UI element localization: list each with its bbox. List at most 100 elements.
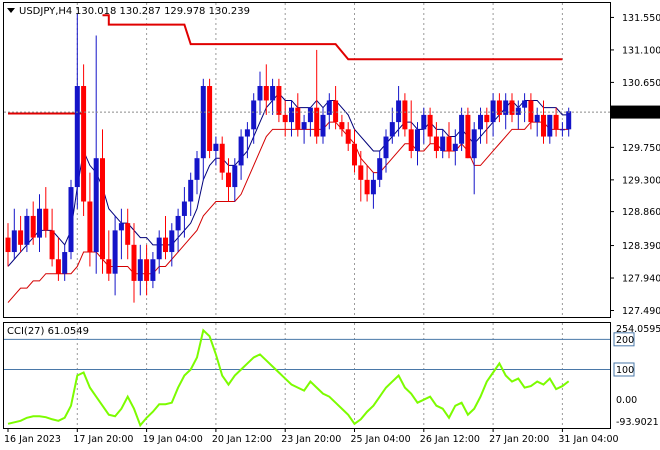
price-tick-label: 131.100 <box>622 45 660 56</box>
candle-body <box>251 100 257 130</box>
time-tick-label: 16 Jan 2023 <box>4 434 61 445</box>
candle-body <box>194 158 200 180</box>
candle-body <box>465 114 471 159</box>
cci-level-badge <box>613 332 635 347</box>
candle-body <box>68 187 74 253</box>
cci-tick-label: 100 <box>616 365 634 376</box>
cci-tick-label: -93.9021 <box>616 417 659 428</box>
price-tick-label: 128.860 <box>622 207 660 218</box>
candle-body <box>484 114 490 123</box>
candle-body <box>503 100 509 115</box>
candle-body <box>169 230 175 253</box>
price-axis: 131.550131.100130.650130.210129.750129.3… <box>610 13 660 317</box>
candle-body <box>452 143 458 151</box>
candle-body <box>200 86 206 159</box>
current-price-label: 130.239 <box>620 108 659 119</box>
ohlc-values: 130.018 130.287 129.978 130.239 <box>75 6 250 17</box>
candle-body <box>175 215 181 231</box>
candle-body <box>490 100 496 123</box>
candle-body <box>244 129 250 137</box>
candle-body <box>43 208 49 231</box>
current-price-tag <box>611 105 660 119</box>
candle-body <box>547 114 553 137</box>
time-tick-label: 20 Jan 12:00 <box>212 434 272 445</box>
candle-body <box>389 122 395 137</box>
candle-body <box>226 172 231 188</box>
candle-body <box>49 230 55 260</box>
candle-body <box>471 129 477 159</box>
candle-body <box>383 136 389 159</box>
time-tick-label: 23 Jan 20:00 <box>281 434 341 445</box>
candle-body <box>345 129 351 144</box>
candle-body <box>427 114 433 137</box>
candle-body <box>37 208 42 238</box>
candle-body <box>112 230 118 274</box>
candle-body <box>125 223 131 245</box>
candle-body <box>534 114 540 123</box>
candle-body <box>213 143 219 151</box>
candle-body <box>87 201 93 253</box>
time-tick-label: 27 Jan 20:00 <box>489 434 549 445</box>
symbol-label: USDJPY,H4 <box>19 6 72 17</box>
candle-body <box>307 107 313 123</box>
candle-body <box>553 114 559 130</box>
candle-body <box>333 100 339 123</box>
candle-body <box>421 114 427 130</box>
candle-body <box>314 107 320 137</box>
candle-body <box>5 237 11 253</box>
cci-tick-label: 200 <box>616 335 634 346</box>
candle-body <box>566 111 572 130</box>
candle-body <box>282 114 288 123</box>
candle-body <box>106 259 112 274</box>
cci-title: CCI(27) 61.0549 <box>7 326 89 337</box>
candle-body <box>559 129 565 131</box>
price-tick-label: 127.490 <box>622 306 660 317</box>
candle-body <box>478 114 483 130</box>
candle-body <box>459 114 465 144</box>
candle-body <box>62 252 68 274</box>
candle-body <box>93 158 99 253</box>
candle-body <box>263 86 269 101</box>
candle-body <box>55 259 61 274</box>
candle-body <box>207 86 213 151</box>
price-tick-label: 127.940 <box>622 274 660 285</box>
candle-body <box>320 114 326 137</box>
candle-body <box>11 230 17 253</box>
candle-body <box>144 259 150 281</box>
price-tick-label: 131.550 <box>622 13 660 24</box>
candle-body <box>339 122 345 130</box>
triangle-down-icon[interactable] <box>7 8 15 13</box>
candle-body <box>528 100 534 123</box>
candle-body <box>396 100 402 123</box>
cci-panel <box>3 322 611 429</box>
candle-body <box>515 107 521 115</box>
candle-body <box>188 179 194 202</box>
candle-body <box>270 86 276 101</box>
step-level-segment <box>102 14 563 61</box>
candle-body <box>232 165 238 188</box>
candle-body <box>156 237 162 260</box>
candle-body <box>522 100 528 108</box>
cci-level-badge <box>613 362 635 377</box>
time-tick-label: 17 Jan 20:00 <box>73 434 133 445</box>
candle-body <box>446 136 452 151</box>
time-tick-label: 25 Jan 04:00 <box>351 434 411 445</box>
candle-body <box>81 86 87 202</box>
cci-tick-label: 254.0595 <box>616 324 660 335</box>
time-axis: 16 Jan 2023 17 Jan 20:00 19 Jan 04:00 20 Ja… <box>4 428 619 445</box>
candle-body <box>415 129 420 151</box>
price-tick-label: 129.750 <box>622 143 660 154</box>
candle-body <box>30 215 36 238</box>
candle-body <box>408 129 414 151</box>
cci-line <box>7 328 570 428</box>
candle-body <box>238 136 244 166</box>
cci-tick-label: 0.00 <box>616 395 637 406</box>
candle-body <box>18 230 24 245</box>
candle-body <box>24 215 30 245</box>
candle-body <box>352 143 357 166</box>
candle-body <box>301 122 307 130</box>
candle-body <box>509 100 515 115</box>
candle-body <box>289 107 294 123</box>
